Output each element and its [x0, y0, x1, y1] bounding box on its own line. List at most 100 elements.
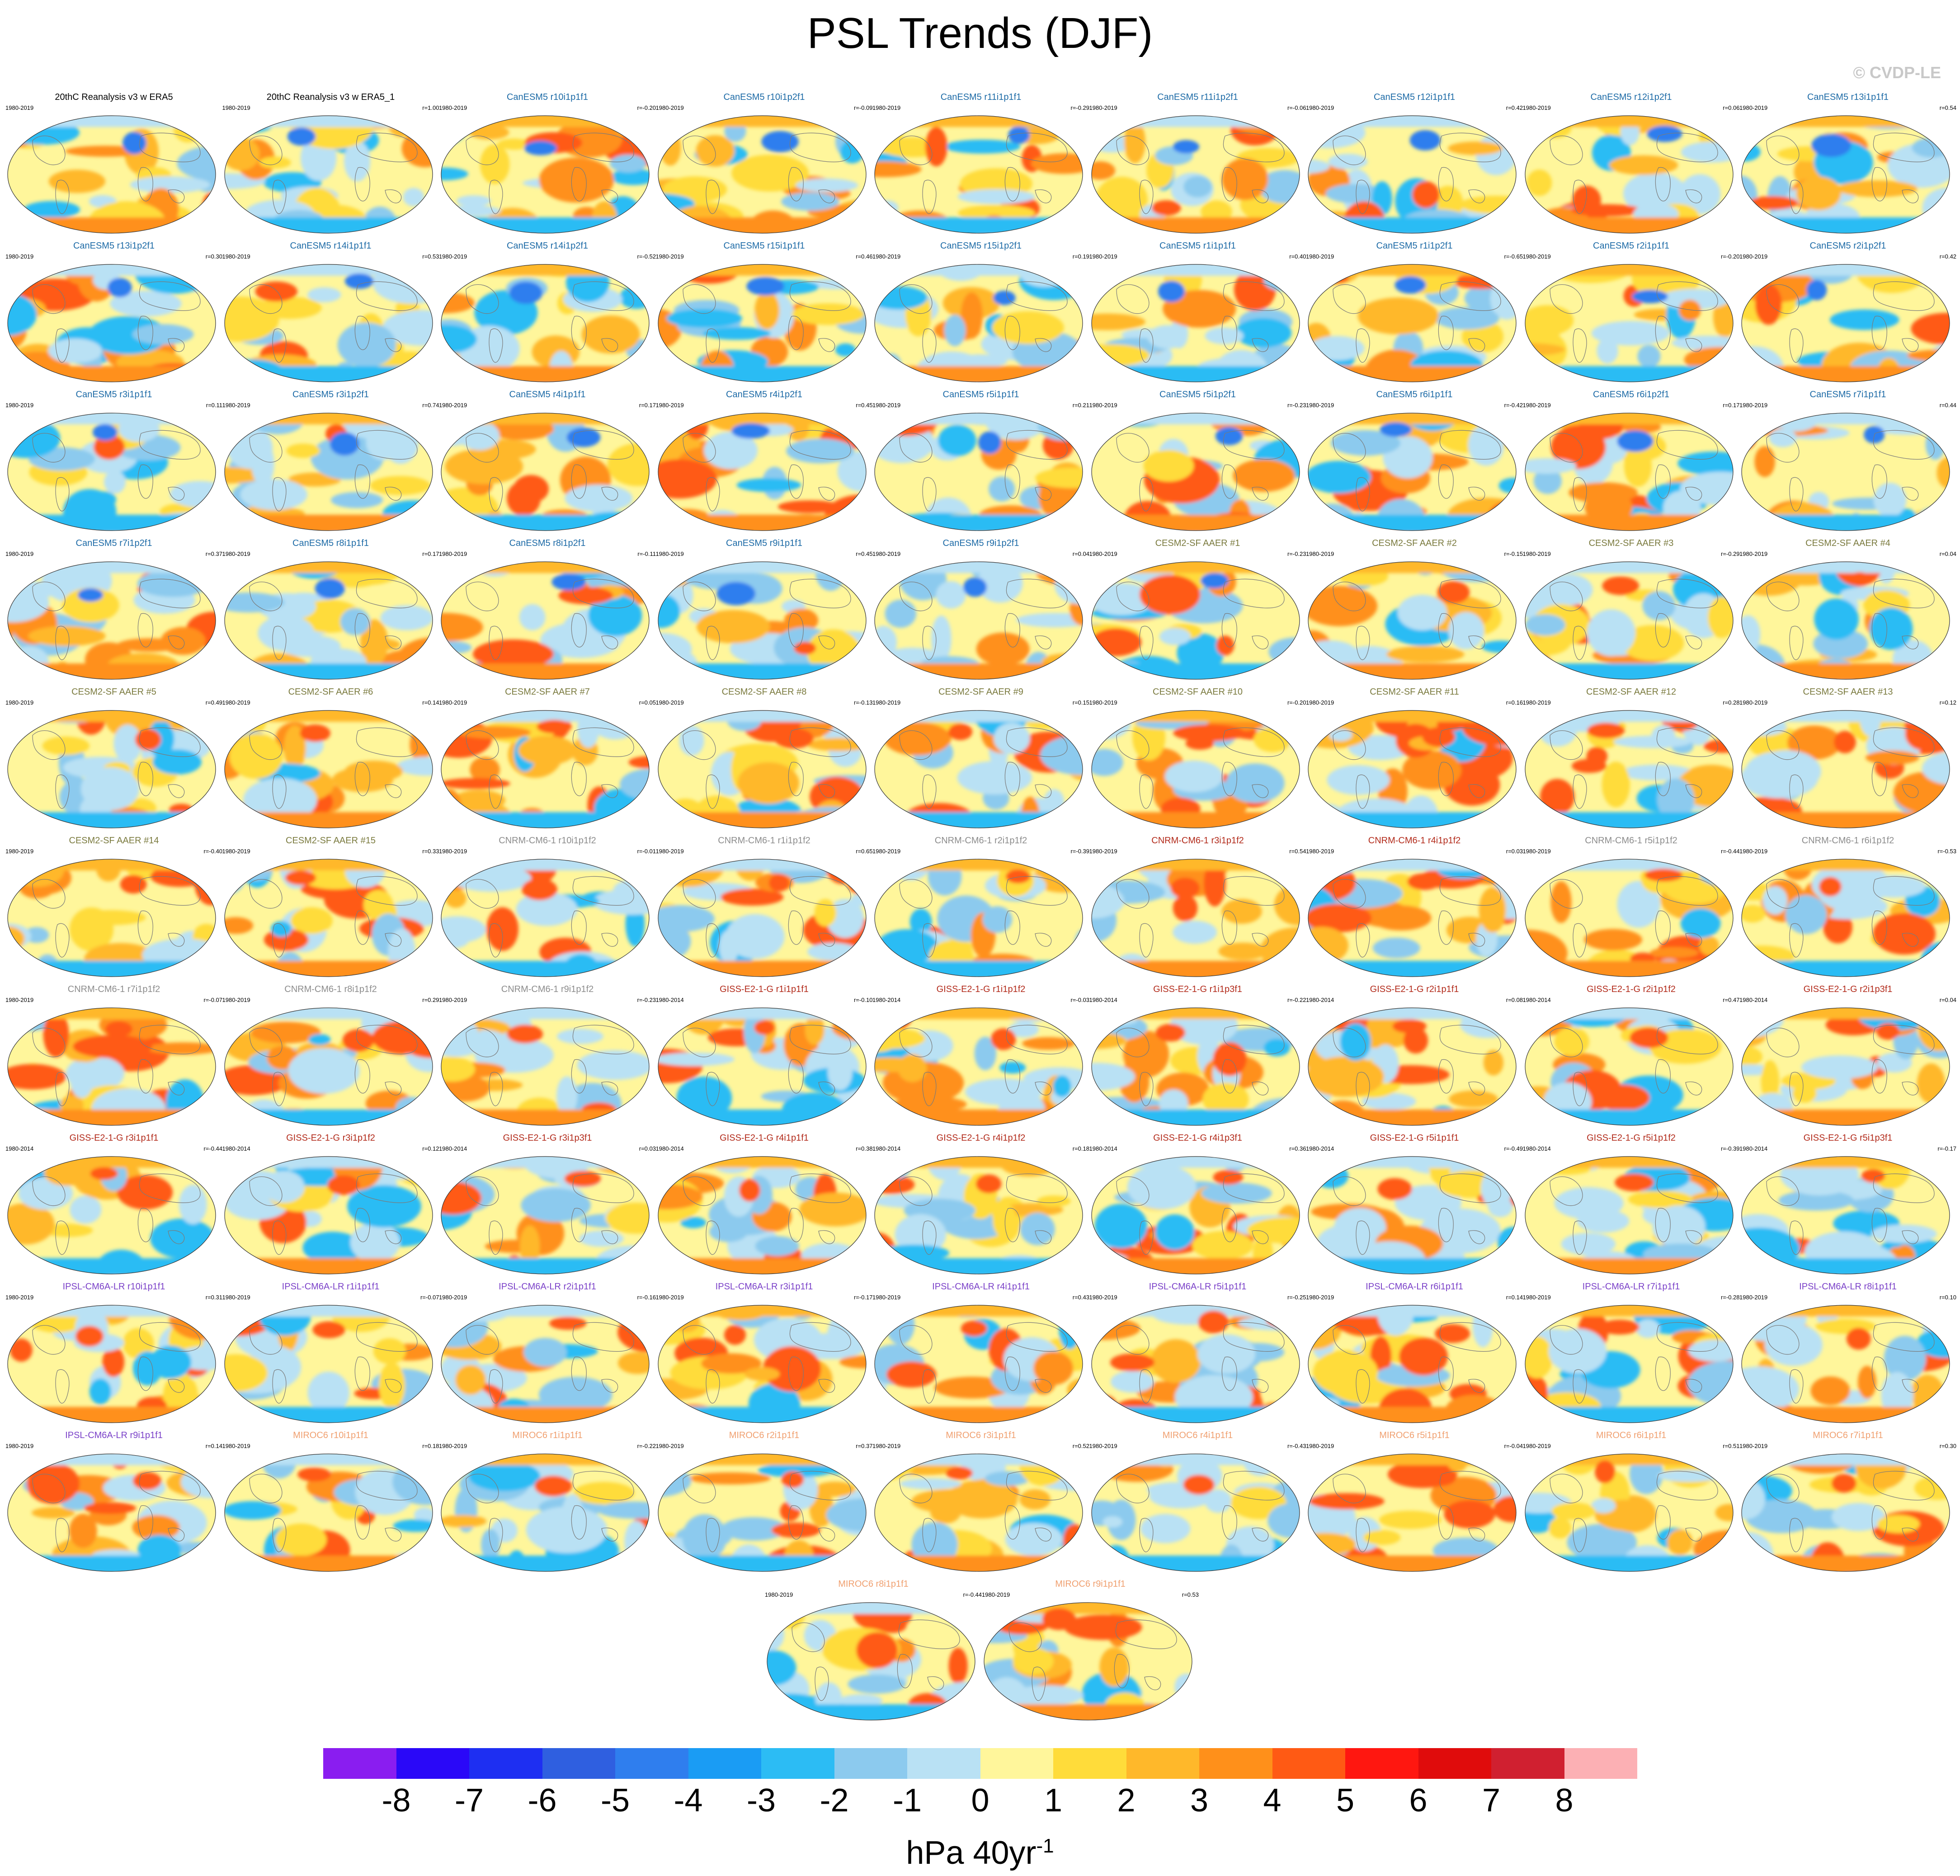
panel-correlation: r=0.65 — [856, 848, 873, 855]
panel-period: 1980-2014 — [1522, 1145, 1551, 1152]
trend-map — [224, 1305, 433, 1423]
panel-title: CanESM5 r2i1p2f1 — [1809, 241, 1886, 251]
panel-period: 1980-2019 — [1739, 848, 1768, 855]
panel-title: GISS-E2-1-G r5i1p1f2 — [1587, 1133, 1676, 1143]
colorbar-tick: -4 — [674, 1782, 703, 1819]
panel-title: CanESM5 r3i1p1f1 — [75, 390, 152, 400]
panel-period: 1980-2019 — [872, 550, 901, 557]
panel-period: 1980-2019 — [222, 1294, 250, 1301]
panel-correlation: r=-0.65 — [1504, 253, 1523, 260]
panel-title: CNRM-CM6-1 r3i1p1f2 — [1151, 836, 1244, 846]
trend-map — [1524, 1156, 1734, 1274]
map-panel: CNRM-CM6-1 r6i1p1f2 1980-2019 r=-0.53 — [1739, 835, 1956, 984]
map-panel: CESM2-SF AAER #5 1980-2019 r=0.49 — [5, 686, 222, 836]
panel-title: MIROC6 r7i1p1f1 — [1813, 1430, 1883, 1440]
map-panel: CanESM5 r7i1p1f1 1980-2019 r=0.44 — [1739, 389, 1956, 538]
panel-correlation: r=0.36 — [1289, 1145, 1306, 1152]
panel-title: CNRM-CM6-1 r2i1p1f2 — [934, 836, 1027, 846]
map-panel: IPSL-CM6A-LR r4i1p1f1 1980-2019 r=0.43 — [872, 1281, 1089, 1430]
panel-correlation: r=-0.39 — [1720, 1145, 1740, 1152]
panel-correlation: r=0.14 — [205, 1443, 222, 1449]
panel-title: CNRM-CM6-1 r7i1p1f2 — [67, 984, 160, 994]
map-panel: MIROC6 r9i1p1f1 1980-2019 r=0.53 — [982, 1579, 1199, 1728]
panel-title: CNRM-CM6-1 r5i1p1f2 — [1585, 836, 1677, 846]
trend-map — [874, 1453, 1083, 1572]
panel-period: 1980-2019 — [222, 550, 250, 557]
colorbar-box — [323, 1748, 396, 1779]
panel-period: 1980-2014 — [872, 997, 901, 1003]
panel-correlation: r=-0.06 — [1287, 104, 1306, 111]
colorbar-tick: 7 — [1482, 1782, 1501, 1819]
panel-title: CanESM5 r5i1p1f1 — [942, 390, 1019, 400]
map-panel: CanESM5 r13i1p2f1 1980-2019 r=0.30 — [5, 240, 222, 390]
panel-period: 1980-2019 — [5, 1443, 34, 1449]
panel-period: 1980-2019 — [1522, 848, 1551, 855]
panel-correlation: r=-0.16 — [637, 1294, 656, 1301]
units-base: hPa 40yr — [906, 1835, 1037, 1871]
map-panel: CanESM5 r10i1p1f1 1980-2019 r=-0.20 — [439, 92, 656, 241]
map-panel: IPSL-CM6A-LR r9i1p1f1 1980-2019 r=0.14 — [5, 1430, 222, 1579]
panel-period: 1980-2019 — [1522, 699, 1551, 706]
map-panel: GISS-E2-1-G r1i1p1f2 1980-2014 r=-0.03 — [872, 984, 1089, 1133]
map-panel: GISS-E2-1-G r3i1p3f1 1980-2014 r=0.03 — [439, 1133, 656, 1282]
panel-period: 1980-2019 — [439, 253, 467, 260]
trend-map — [1091, 710, 1300, 828]
map-panel: CanESM5 r12i1p2f1 1980-2019 r=0.06 — [1523, 92, 1740, 241]
panel-correlation: r=0.17 — [1723, 402, 1740, 409]
panel-correlation: r=0.16 — [1506, 699, 1523, 706]
colorbar-box — [980, 1748, 1053, 1779]
map-panel: CanESM5 r11i1p2f1 1980-2019 r=-0.06 — [1089, 92, 1306, 241]
map-panel: CanESM5 r14i1p1f1 1980-2019 r=0.53 — [222, 240, 439, 390]
colorbar-tick: 2 — [1117, 1782, 1135, 1819]
colorbar-box — [1491, 1748, 1564, 1779]
panel-correlation: r=-0.29 — [1070, 104, 1089, 111]
map-panel: CanESM5 r9i1p1f1 1980-2019 r=0.45 — [656, 538, 873, 687]
panel-title: CanESM5 r2i1p1f1 — [1593, 241, 1669, 251]
colorbar-box — [1564, 1748, 1637, 1779]
map-panel: IPSL-CM6A-LR r1i1p1f1 1980-2019 r=-0.07 — [222, 1281, 439, 1430]
trend-map — [657, 264, 867, 382]
trend-map — [874, 1156, 1083, 1274]
panel-title: MIROC6 r4i1p1f1 — [1162, 1430, 1233, 1440]
panel-correlation: r=-0.20 — [1287, 699, 1306, 706]
panel-period: 1980-2019 — [1306, 550, 1334, 557]
panel-period: 1980-2019 — [1739, 1443, 1768, 1449]
panel-period: 1980-2019 — [1739, 253, 1768, 260]
panel-correlation: r=-0.07 — [420, 1294, 439, 1301]
panel-title: CanESM5 r13i1p2f1 — [73, 241, 155, 251]
panel-period: 1980-2019 — [1522, 253, 1551, 260]
panel-correlation: r=0.40 — [1289, 253, 1306, 260]
panel-period: 1980-2019 — [1089, 1294, 1117, 1301]
panel-period: 1980-2019 — [655, 1294, 684, 1301]
map-panel: GISS-E2-1-G r5i1p1f2 1980-2014 r=-0.39 — [1523, 1133, 1740, 1282]
panel-period: 1980-2019 — [655, 1443, 684, 1449]
colorbar-box — [469, 1748, 542, 1779]
panel-title: CanESM5 r15i1p2f1 — [940, 241, 1022, 251]
panel-correlation: r=0.45 — [856, 402, 873, 409]
panel-title: GISS-E2-1-G r1i1p1f2 — [936, 984, 1026, 994]
colorbar-box — [1053, 1748, 1126, 1779]
panel-title: CanESM5 r5i1p2f1 — [1159, 390, 1236, 400]
map-panel: CNRM-CM6-1 r4i1p1f2 1980-2019 r=0.03 — [1306, 835, 1523, 984]
panel-period: 1980-2019 — [439, 550, 467, 557]
trend-map — [7, 264, 216, 382]
trend-map — [657, 710, 867, 828]
panel-title: CNRM-CM6-1 r1i1p1f2 — [718, 836, 810, 846]
trend-map — [657, 115, 867, 234]
panel-correlation: r=-0.25 — [1287, 1294, 1306, 1301]
panel-period: 1980-2019 — [439, 699, 467, 706]
map-panel: 20thC Reanalysis v3 w ERA5_1 1980-2019 r=1… — [222, 92, 439, 241]
map-panel: CNRM-CM6-1 r1i1p1f2 1980-2019 r=0.65 — [656, 835, 873, 984]
panel-correlation: r=-0.04 — [1504, 1443, 1523, 1449]
panel-correlation: r=0.03 — [1506, 848, 1523, 855]
trend-map — [1308, 1007, 1517, 1126]
trend-map — [441, 413, 650, 531]
trend-map — [1741, 264, 1950, 382]
panel-period: 1980-2019 — [439, 1443, 467, 1449]
panel-title: CanESM5 r8i1p1f1 — [292, 538, 369, 548]
panel-title: GISS-E2-1-G r3i1p1f1 — [69, 1133, 159, 1143]
trend-map — [441, 561, 650, 680]
panel-period: 1980-2019 — [655, 402, 684, 409]
panel-period: 1980-2019 — [872, 1294, 901, 1301]
map-panel: CanESM5 r8i1p1f1 1980-2019 r=0.17 — [222, 538, 439, 687]
